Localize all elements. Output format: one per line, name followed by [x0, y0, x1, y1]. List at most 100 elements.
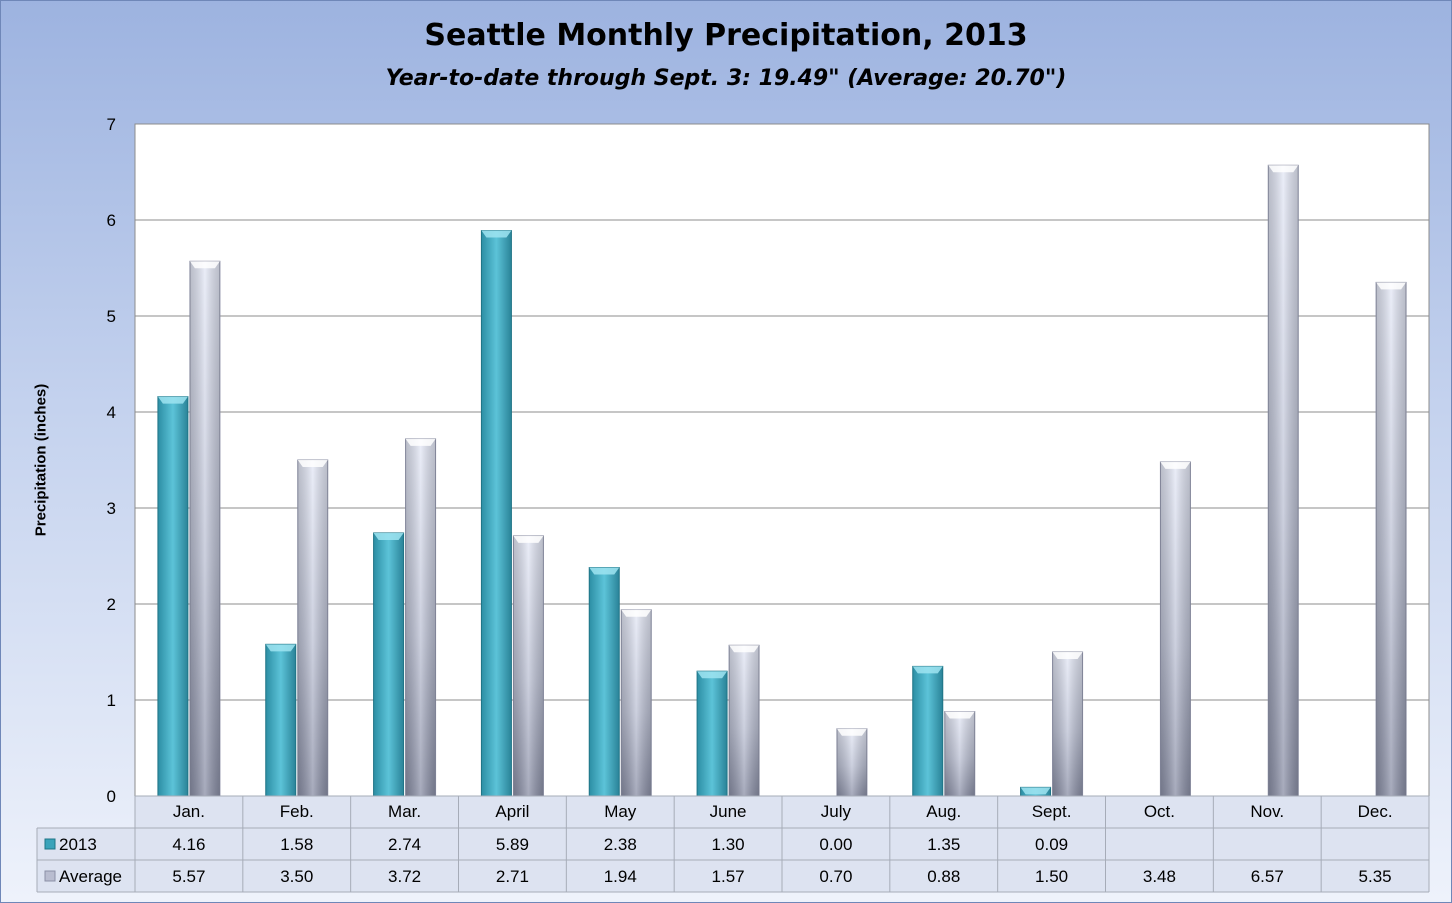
data-label: 3.48	[1143, 867, 1176, 886]
bar-average	[1052, 651, 1084, 797]
bar-cap	[697, 671, 728, 679]
data-label: 1.58	[280, 835, 313, 854]
data-label: 1.94	[604, 867, 637, 886]
bar-2013	[696, 670, 728, 797]
bar-2013	[373, 532, 405, 797]
bar-cap	[1376, 282, 1407, 290]
data-label: 1.30	[712, 835, 745, 854]
y-tick-label: 5	[107, 307, 116, 326]
bar-cap	[944, 711, 975, 719]
bar-cap	[912, 666, 943, 674]
legend-key	[44, 838, 56, 850]
bar-average	[1267, 164, 1299, 797]
bar-2013	[480, 230, 512, 797]
bar-cap	[621, 609, 652, 617]
bar-average	[1159, 461, 1191, 797]
bar-cap	[729, 645, 760, 653]
bar-cap	[265, 644, 296, 652]
bar-cap	[297, 460, 328, 467]
bar-cap	[1160, 461, 1191, 469]
bar-cap	[589, 567, 620, 575]
data-table: Jan. Feb. Mar. April May June July Aug. Sept. Oct…	[36, 795, 1430, 893]
bar-average	[1375, 281, 1407, 797]
bar-body	[157, 396, 189, 797]
bar-2013	[157, 396, 189, 797]
bar-shade	[189, 261, 220, 796]
y-tick-label: 2	[107, 595, 116, 614]
chart-subtitle: Year-to-date through Sept. 3: 19.49" (Av…	[385, 66, 1067, 91]
bar-shade	[729, 645, 760, 796]
y-tick-label: 3	[107, 499, 116, 518]
bar-average	[297, 459, 329, 797]
y-tick-label: 1	[107, 691, 116, 710]
x-category-label: Nov.	[1250, 802, 1284, 821]
plot-background	[135, 124, 1429, 796]
data-label: 1.50	[1035, 867, 1068, 886]
bar-cap	[157, 396, 188, 404]
y-tick-label: 0	[107, 787, 116, 806]
x-category-label: Mar.	[388, 802, 421, 821]
data-label: 6.57	[1251, 867, 1284, 886]
x-category-label: Dec.	[1358, 802, 1393, 821]
bar-shade	[1052, 652, 1083, 796]
x-category-label: June	[710, 802, 747, 821]
y-tick-label: 4	[107, 403, 116, 422]
bar-body	[912, 665, 944, 797]
x-category-label: Oct.	[1144, 802, 1175, 821]
data-label: 5.35	[1359, 867, 1392, 886]
bar-shade	[621, 609, 652, 796]
data-label: 0.70	[819, 867, 852, 886]
data-label: 2.74	[388, 835, 421, 854]
gridlines	[134, 123, 1430, 797]
bar-body	[696, 670, 728, 797]
data-label: 3.50	[280, 867, 313, 886]
bar-cap	[513, 535, 544, 543]
legend-key	[44, 870, 56, 882]
bar-cap	[836, 728, 867, 736]
data-label: 3.72	[388, 867, 421, 886]
bar-cap	[1020, 787, 1051, 795]
bar-average	[944, 711, 976, 797]
data-label: 5.89	[496, 835, 529, 854]
y-tick-label: 7	[107, 115, 116, 134]
bar-2013	[588, 567, 620, 797]
x-category-label: Sept.	[1032, 802, 1072, 821]
bar-body	[373, 532, 405, 797]
bar-2013	[265, 643, 297, 797]
legend-label: 2013	[59, 835, 97, 854]
data-label: 2.38	[604, 835, 637, 854]
x-category-label: Aug.	[926, 802, 961, 821]
bar-body	[588, 567, 620, 797]
bar-cap	[1052, 652, 1083, 659]
bar-2013	[912, 665, 944, 797]
bar-shade	[836, 728, 867, 796]
bar-2013	[1020, 786, 1052, 797]
bar-cap	[405, 438, 436, 446]
bar-cap	[481, 230, 512, 238]
data-label: 0.09	[1035, 835, 1068, 854]
bar-shade	[405, 438, 436, 796]
bar-average	[836, 728, 868, 797]
bar-shade	[1268, 165, 1299, 796]
x-category-label: May	[604, 802, 637, 821]
chart-title: Seattle Monthly Precipitation, 2013	[424, 18, 1028, 53]
bar-shade	[297, 460, 328, 796]
y-axis-ticks: 0 1 2 3 4 5 6 7	[107, 115, 116, 806]
x-category-label: Jan.	[173, 802, 205, 821]
x-category-label: Feb.	[280, 802, 314, 821]
bar-body	[480, 230, 512, 797]
x-category-label: July	[821, 802, 852, 821]
bar-cap	[1268, 165, 1299, 173]
bar-cap	[373, 532, 404, 540]
bar-average	[728, 644, 760, 797]
bar-body	[265, 643, 297, 797]
data-label: 0.88	[927, 867, 960, 886]
data-label: 2.71	[496, 867, 529, 886]
bar-shade	[513, 535, 544, 796]
data-label: 1.57	[712, 867, 745, 886]
data-label: 5.57	[172, 867, 205, 886]
y-tick-label: 6	[107, 211, 116, 230]
data-label: 4.16	[172, 835, 205, 854]
bar-shade	[944, 711, 975, 796]
